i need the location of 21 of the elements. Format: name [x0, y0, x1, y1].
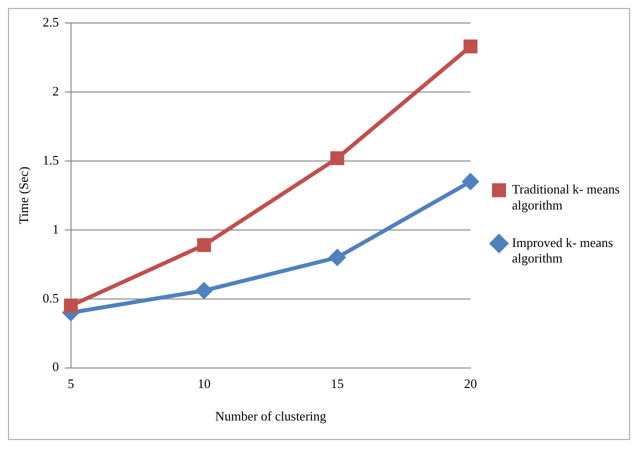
point — [330, 151, 344, 166]
point — [197, 238, 212, 252]
point — [462, 174, 478, 190]
y-tick-label: 0.5 — [42, 290, 59, 306]
y-axis-title: Time (Sec) — [16, 166, 32, 224]
legend-label: Improved k- means algorithm — [512, 234, 614, 266]
y-tick-label: 2.5 — [42, 14, 59, 30]
x-tick-label: 10 — [198, 376, 211, 392]
y-tick-label: 0 — [52, 359, 59, 374]
x-tick-label: 15 — [330, 376, 344, 392]
y-tick-label: 1 — [52, 221, 59, 236]
y-tick-label: 1.5 — [42, 152, 59, 168]
point — [64, 298, 78, 313]
y-tick-label: 2 — [52, 83, 59, 98]
x-tick-label: 5 — [68, 376, 74, 392]
x-axis-title: Number of clustering — [215, 408, 327, 424]
point — [464, 39, 478, 54]
point — [196, 282, 212, 299]
legend-label: Traditional k- means algorithm — [512, 182, 620, 212]
point — [329, 249, 346, 266]
x-tick-label: 20 — [464, 376, 477, 392]
